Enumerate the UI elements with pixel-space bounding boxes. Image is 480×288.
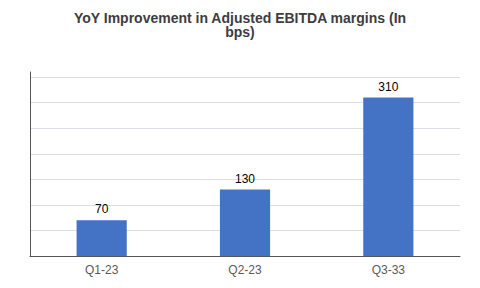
- svg-text:130: 130: [235, 172, 255, 186]
- svg-text:Q2-23: Q2-23: [228, 263, 262, 277]
- svg-text:Q3-33: Q3-33: [372, 263, 406, 277]
- svg-text:YoY Improvement in Adjusted EB: YoY Improvement in Adjusted EBITDA margi…: [73, 10, 407, 26]
- svg-text:Q1-23: Q1-23: [85, 263, 119, 277]
- svg-text:310: 310: [378, 80, 398, 94]
- svg-text:bps): bps): [225, 24, 255, 40]
- svg-text:70: 70: [95, 202, 109, 216]
